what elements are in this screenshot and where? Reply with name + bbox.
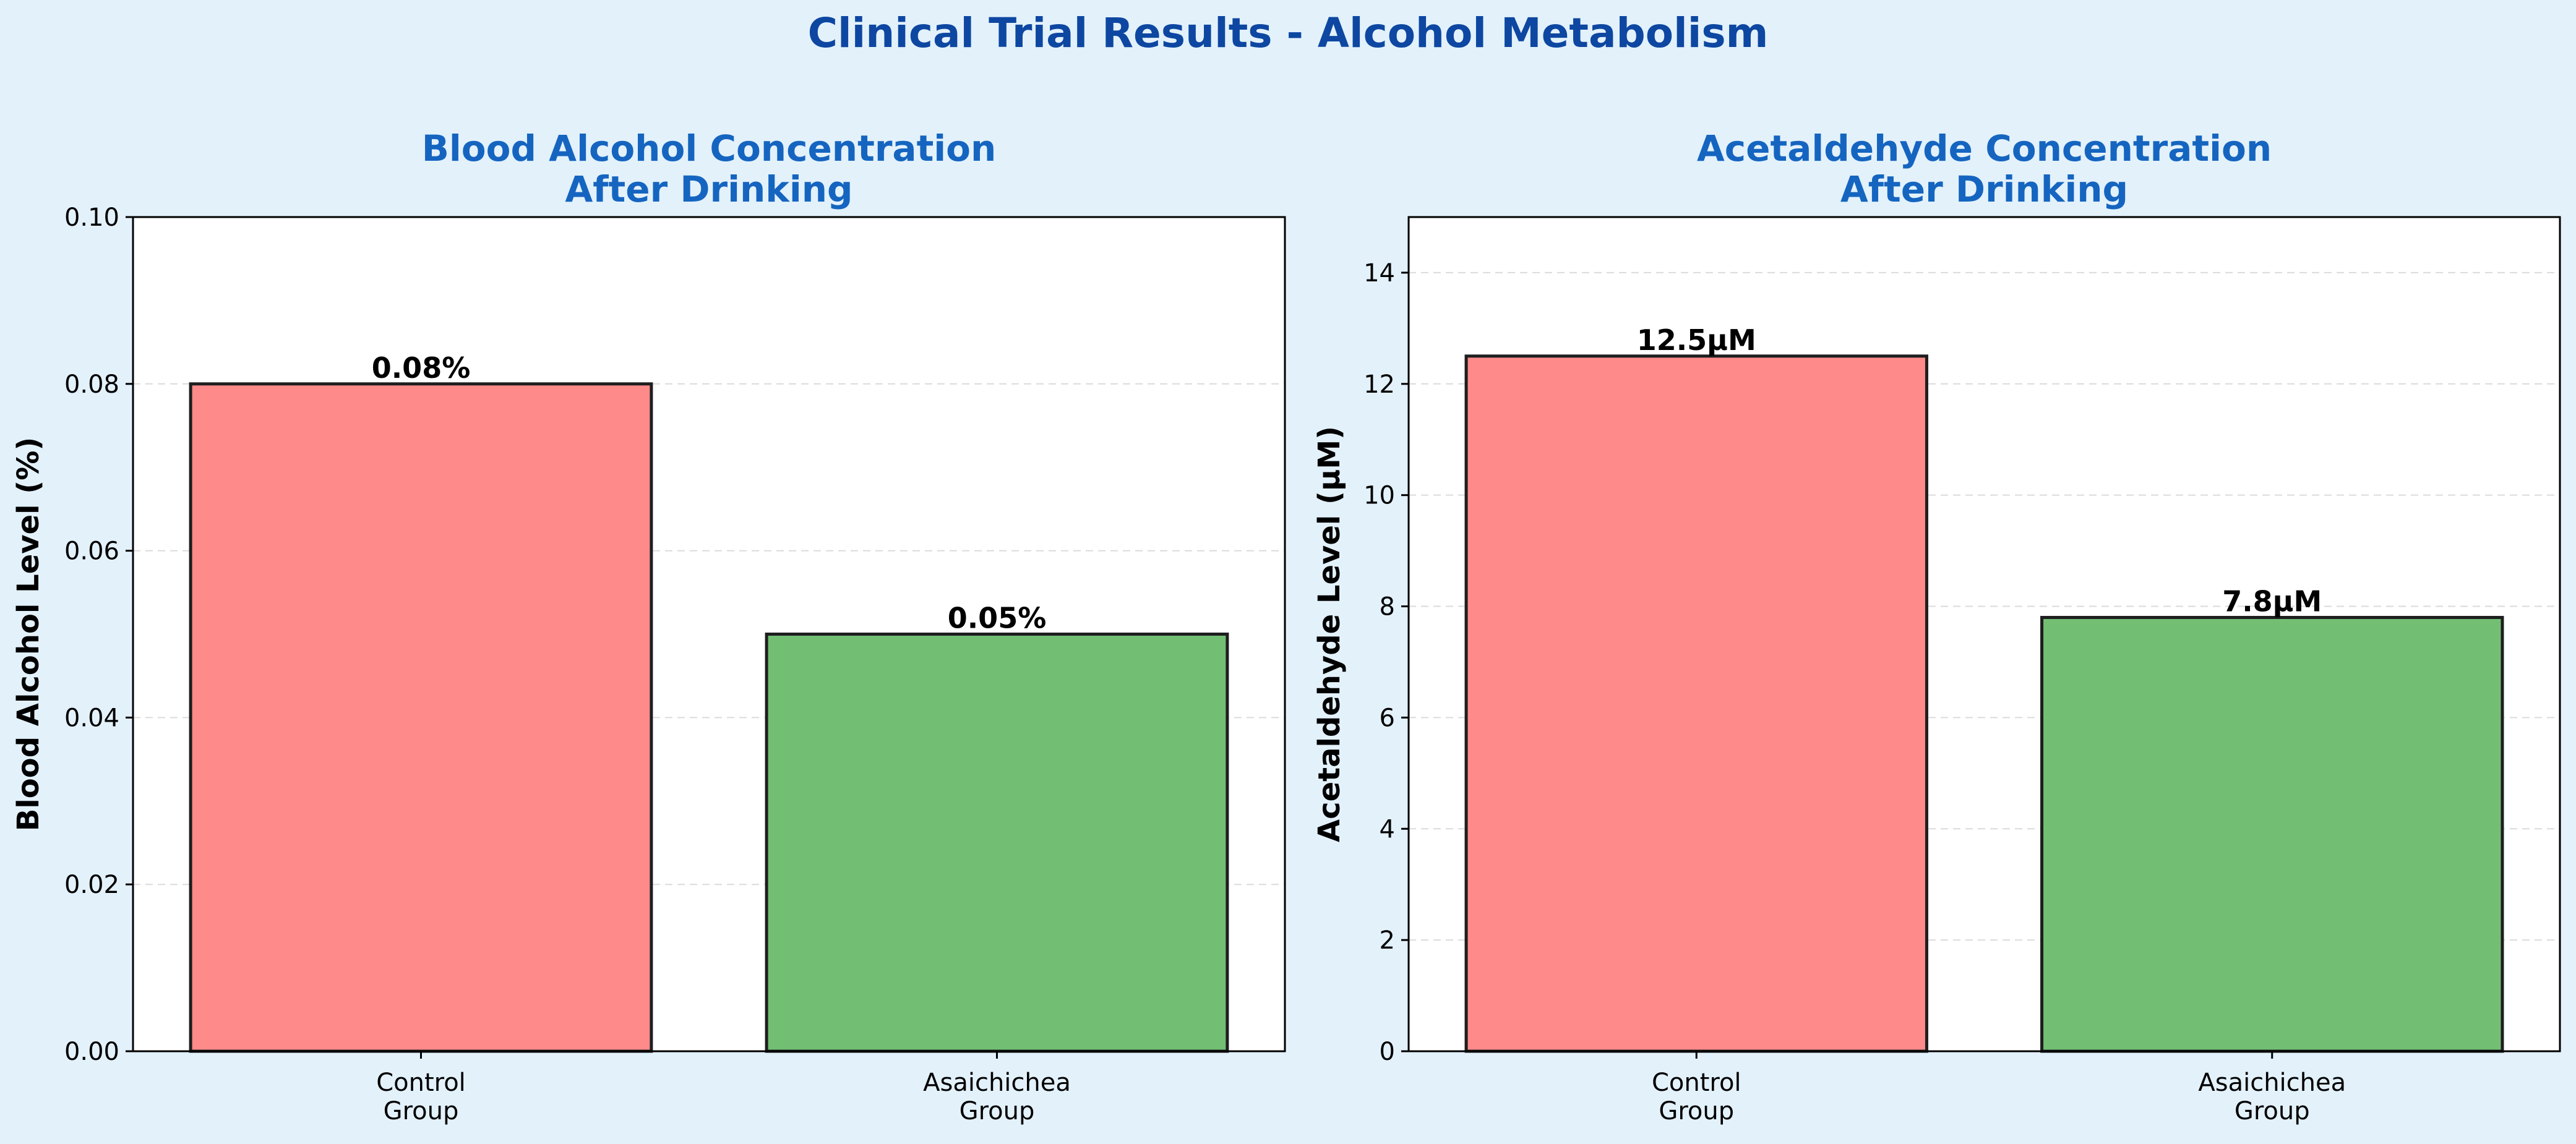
y-tick-label: 14 <box>1363 259 1395 288</box>
y-tick-label: 0.08 <box>64 370 119 399</box>
x-tick-label-line: Group <box>384 1097 459 1125</box>
axes-frame <box>132 216 1286 1052</box>
x-tick-label-line: Control <box>1652 1069 1741 1097</box>
chart-title-line: Blood Alcohol Concentration <box>422 127 997 169</box>
chart-title-line: Acetaldehyde Concentration <box>1697 127 2272 169</box>
axes-frame <box>1407 216 2561 1052</box>
chart-title: Blood Alcohol Concentration After Drinkin… <box>422 127 997 210</box>
y-tick-label: 8 <box>1380 593 1395 621</box>
x-tick-label-line: Control <box>376 1069 466 1097</box>
x-tick-label-1: Control Group <box>376 1069 466 1125</box>
y-tick-label: 0.06 <box>64 537 119 566</box>
data-label-2: 0.05% <box>948 602 1047 635</box>
x-tick-label-2: Asaichichea Group <box>923 1069 1071 1125</box>
data-label-1: 12.5μM <box>1637 323 1756 357</box>
chart-title-line: After Drinking <box>565 168 852 210</box>
y-axis-label: Acetaldehyde Level (μM) <box>1312 426 1347 842</box>
y-tick-label: 0.10 <box>64 203 119 232</box>
x-tick-label-2: Asaichichea Group <box>2198 1069 2346 1125</box>
bar-2 <box>2040 616 2504 1053</box>
x-tick-label-line: Asaichichea <box>923 1069 1071 1097</box>
y-tick-label: 0 <box>1380 1038 1395 1066</box>
x-tick-label-line: Group <box>2235 1097 2310 1125</box>
x-tick-label-1: Control Group <box>1652 1069 1741 1125</box>
data-label-2: 7.8μM <box>2222 585 2322 618</box>
figure-title: Clinical Trial Results - Alcohol Metabol… <box>808 9 1769 57</box>
y-tick-label: 0.04 <box>64 704 119 732</box>
y-tick-label: 6 <box>1380 704 1395 732</box>
y-tick-label: 0.00 <box>64 1038 119 1066</box>
chart-title-line: After Drinking <box>1840 168 2128 210</box>
y-axis-label: Blood Alcohol Level (%) <box>11 437 46 832</box>
y-tick-label: 2 <box>1380 926 1395 955</box>
bar-2 <box>765 633 1229 1053</box>
x-tick-label-line: Asaichichea <box>2198 1069 2346 1097</box>
x-tick-label-line: Group <box>960 1097 1035 1125</box>
bar-1 <box>189 382 653 1053</box>
y-tick-label: 12 <box>1363 370 1395 399</box>
y-tick-label: 0.02 <box>64 871 119 899</box>
chart-title: Acetaldehyde Concentration After Drinking <box>1697 127 2272 210</box>
x-tick-label-line: Group <box>1659 1097 1734 1125</box>
bar-1 <box>1464 354 1928 1053</box>
y-tick-label: 10 <box>1363 482 1395 510</box>
y-tick-label: 4 <box>1380 815 1395 843</box>
data-label-1: 0.08% <box>372 351 471 385</box>
